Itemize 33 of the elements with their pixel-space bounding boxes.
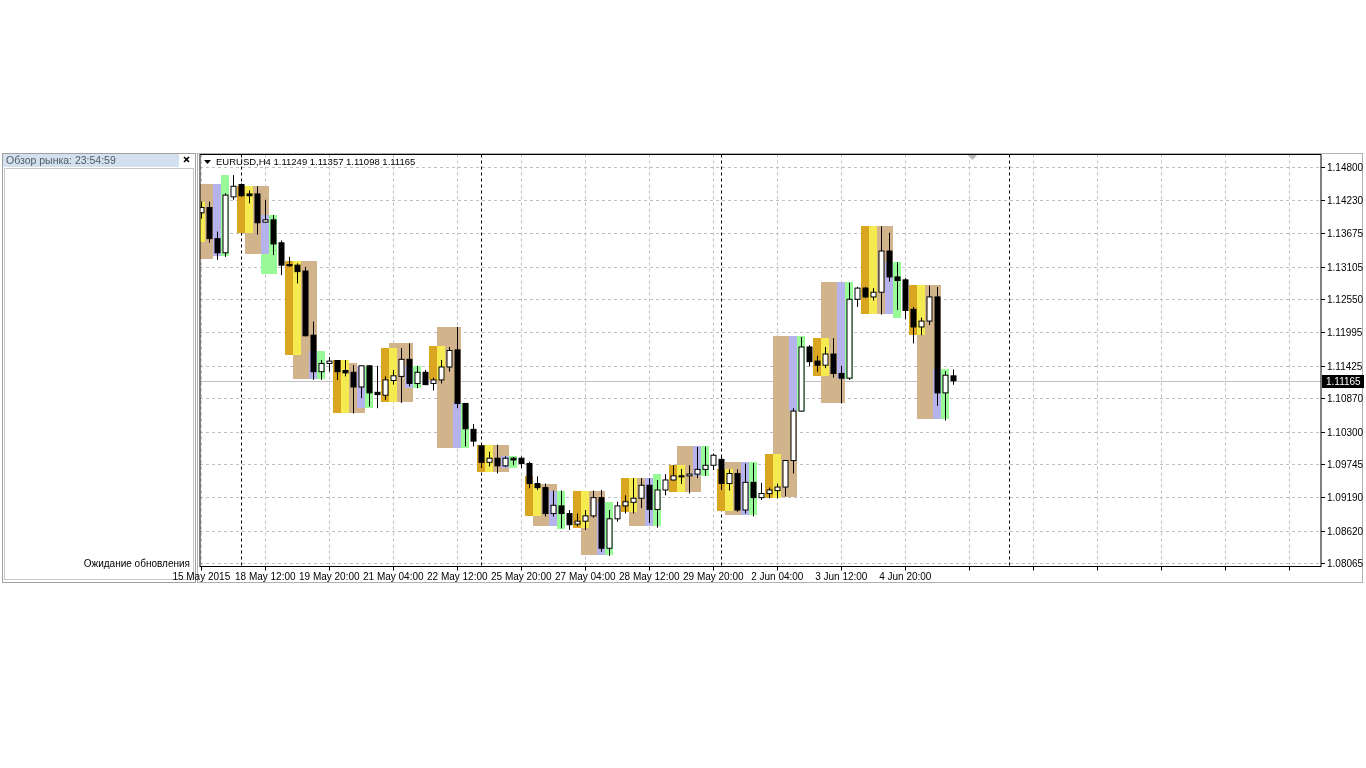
y-tick-label: 1.13675	[1327, 228, 1364, 239]
y-tick-label: 1.14800	[1327, 162, 1364, 173]
x-tick-label: 4 Jun 20:00	[879, 571, 932, 582]
y-tick-label: 1.08065	[1327, 558, 1364, 569]
text: Ожидание обновления	[83, 558, 190, 569]
x-tick-label: 18 May 12:00	[235, 571, 297, 582]
y-tick-label: 1.10300	[1327, 427, 1364, 438]
y-tick-label: 1.12550	[1327, 294, 1364, 305]
x-tick-label: 22 May 12:00	[427, 571, 489, 582]
y-tick-label: 1.13105	[1327, 262, 1364, 273]
y-tick-label: 1.11995	[1327, 327, 1363, 338]
x-tick-label: 21 May 04:00	[363, 571, 425, 582]
x-tick-label: 28 May 12:00	[619, 571, 681, 582]
chart-title: EURUSD,H4 1.11249 1.11357 1.11098 1.11165	[216, 156, 416, 167]
candlestick	[470, 423, 477, 447]
y-tick-label: 1.09745	[1327, 459, 1364, 470]
x-tick-label: 27 May 04:00	[555, 571, 617, 582]
bar	[341, 359, 350, 414]
bar	[285, 261, 294, 356]
text: Обзор рынка: 23:54:59	[6, 154, 116, 166]
x-tick-label: 3 Jun 12:00	[815, 571, 868, 582]
y-tick-label: 1.14230	[1327, 195, 1364, 206]
bar	[869, 226, 878, 314]
x-tick-label: 15 May 2015	[172, 571, 231, 582]
y-tick-label: 1.09190	[1327, 492, 1364, 503]
y-tick-label: 1.11425	[1327, 361, 1363, 372]
x-tick-label: 25 May 20:00	[491, 571, 553, 582]
y-tick-label: 1.10870	[1327, 393, 1364, 404]
y-tick-label: 1.08620	[1327, 526, 1364, 537]
x-tick-label: 2 Jun 04:00	[751, 571, 804, 582]
ref-line-label: 1.11165	[1326, 376, 1362, 387]
x-tick-label: 19 May 20:00	[299, 571, 361, 582]
x-tick-label: 29 May 20:00	[683, 571, 745, 582]
